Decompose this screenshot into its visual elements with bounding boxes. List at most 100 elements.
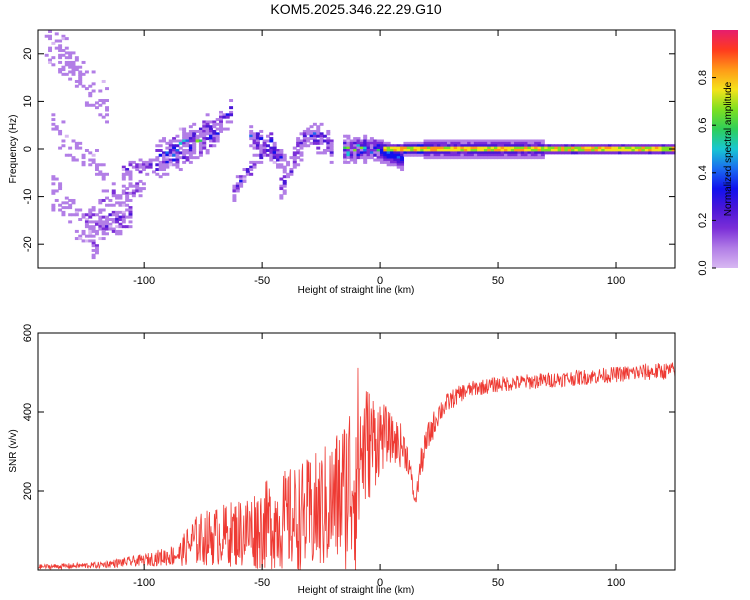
spectrogram-cell bbox=[326, 144, 331, 148]
spectrogram-cell bbox=[198, 139, 203, 143]
spectrogram-cell bbox=[138, 165, 143, 169]
spectrogram-cell bbox=[299, 141, 304, 145]
spectrogram-cell bbox=[279, 158, 284, 162]
spectrogram-cell bbox=[312, 137, 317, 141]
spectrogram-cell bbox=[115, 229, 120, 233]
spectrogram-cell bbox=[135, 189, 140, 193]
spectrogram-cell bbox=[473, 139, 478, 143]
spectrogram-cell bbox=[379, 144, 384, 148]
spectrogram-cell bbox=[440, 151, 445, 155]
spectrogram-cell bbox=[349, 158, 354, 162]
spectrogram-cell bbox=[316, 129, 321, 133]
spectrogram-cell bbox=[182, 127, 187, 131]
spectrogram-cell bbox=[188, 139, 193, 143]
spectrogram-cell bbox=[249, 137, 254, 141]
spectrogram-cell bbox=[447, 141, 451, 145]
spectrogram-cell bbox=[540, 151, 545, 155]
spectrogram-cell bbox=[101, 215, 106, 219]
spectrogram-cell bbox=[279, 163, 284, 167]
spectrogram-cell bbox=[232, 196, 237, 200]
spectrogram-cell bbox=[614, 149, 619, 152]
spectrogram-cell bbox=[78, 82, 83, 86]
spectrogram-cell bbox=[269, 153, 274, 157]
spectrogram-cell bbox=[376, 156, 381, 160]
spectrogram-cell bbox=[353, 137, 358, 141]
spectrogram-cell bbox=[94, 163, 99, 167]
spectrogram-cell bbox=[121, 189, 126, 193]
spectrogram-cell bbox=[628, 144, 633, 148]
spectrogram-cell bbox=[530, 151, 535, 155]
spectrogram-cell bbox=[101, 101, 106, 105]
spectrogram-cell bbox=[178, 146, 183, 150]
spectrogram-cell bbox=[447, 149, 451, 152]
spectrogram-cell bbox=[597, 149, 602, 152]
spectrogram-cell bbox=[658, 149, 663, 152]
spectrogram-cell bbox=[111, 220, 116, 224]
spectrogram-cell bbox=[383, 160, 388, 164]
spectrogram-cell bbox=[658, 144, 663, 148]
spectrogram-cell bbox=[279, 149, 284, 152]
spectrogram-cell bbox=[158, 165, 163, 169]
spectrogram-cell bbox=[363, 153, 368, 157]
spectrogram-cell bbox=[604, 146, 609, 150]
spectrogram-cell bbox=[443, 139, 448, 143]
spectrogram-cell bbox=[64, 201, 69, 205]
spectrogram-cell bbox=[125, 191, 130, 195]
spectrogram-cell bbox=[373, 149, 378, 152]
spectrogram-cell bbox=[470, 144, 475, 148]
spectrogram-cell bbox=[249, 125, 254, 129]
spectrogram-cell bbox=[259, 129, 264, 133]
spectrogram-cell bbox=[614, 144, 619, 148]
spectrogram-cell bbox=[550, 144, 555, 148]
spectrogram-cell bbox=[111, 203, 116, 207]
spectrogram-cell bbox=[369, 137, 374, 141]
spectrogram-cell bbox=[158, 139, 163, 143]
spectrogram-cell bbox=[135, 163, 140, 167]
spectrogram-cell bbox=[436, 146, 441, 150]
spectrogram-cell bbox=[118, 229, 123, 233]
spectrogram-cell bbox=[111, 229, 116, 233]
spectrogram-cell bbox=[61, 72, 66, 76]
spectrogram-cell bbox=[557, 146, 562, 150]
spectrogram-cell bbox=[312, 132, 317, 136]
spectrogram-cell bbox=[550, 151, 555, 155]
spectrogram-cell bbox=[450, 141, 455, 145]
spectrogram-cell bbox=[81, 72, 86, 76]
spectrogram-cell bbox=[125, 187, 130, 191]
spectrogram-cell bbox=[205, 151, 210, 155]
spectrogram-cell bbox=[252, 141, 257, 145]
spectrogram-cell bbox=[349, 144, 354, 148]
spectrogram-cell bbox=[192, 139, 197, 143]
spectrogram-cell bbox=[74, 208, 79, 212]
spectrogram-cell bbox=[322, 151, 327, 155]
spectrogram-cell bbox=[219, 125, 223, 129]
spectrogram-cell bbox=[534, 146, 539, 150]
spectrogram-cell bbox=[443, 153, 448, 157]
spectrogram-cell bbox=[487, 149, 492, 152]
spectrogram-cell bbox=[430, 149, 435, 152]
spectrogram-cell bbox=[530, 153, 535, 157]
spectrogram-cell bbox=[145, 165, 150, 169]
spectrogram-cell bbox=[165, 158, 170, 162]
spectrogram-cell bbox=[222, 115, 227, 119]
spectrogram-cell bbox=[188, 129, 193, 133]
spectrogram-cell bbox=[185, 151, 190, 155]
spectrogram-cell bbox=[88, 215, 93, 219]
spectrogram-cell bbox=[88, 91, 93, 95]
spectrogram-cell bbox=[239, 182, 244, 186]
spectrogram-cell bbox=[118, 194, 123, 198]
spectrogram-cell bbox=[235, 187, 240, 191]
spectrogram-cell bbox=[390, 146, 394, 150]
spectrogram-cell bbox=[302, 144, 307, 148]
spectrogram-cell bbox=[363, 149, 368, 152]
spectrogram-cell bbox=[527, 153, 532, 157]
spectrogram-cell bbox=[436, 156, 441, 160]
spectrogram-cell bbox=[561, 149, 565, 152]
spectrogram-cell bbox=[453, 144, 458, 148]
spectrogram-cell bbox=[514, 146, 519, 150]
spectrogram-cell bbox=[131, 189, 136, 193]
spectrogram-cell bbox=[128, 198, 133, 202]
spectrogram-cell bbox=[453, 139, 458, 143]
spectrogram-cell bbox=[597, 144, 602, 148]
spectrogram-cell bbox=[557, 144, 562, 148]
